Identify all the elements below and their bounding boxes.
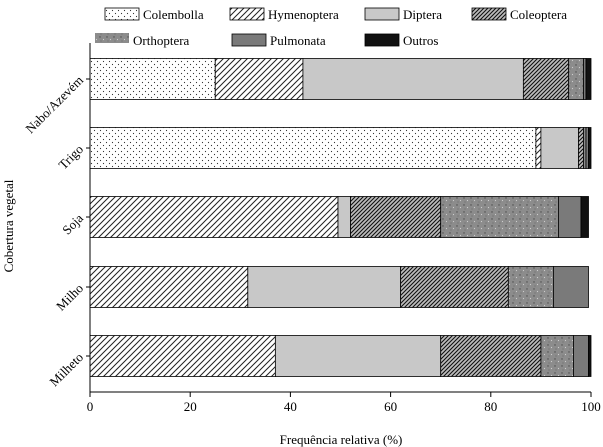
legend-swatch xyxy=(364,33,400,47)
bar-segment xyxy=(274,335,442,377)
bar-segment xyxy=(350,196,442,238)
bar-segment xyxy=(89,127,537,169)
legend-swatch xyxy=(364,7,400,21)
bar-segment xyxy=(440,196,559,238)
legend-label: Outros xyxy=(403,33,438,48)
bar-segment xyxy=(558,196,582,238)
x-tick-label: 100 xyxy=(581,399,601,414)
bar-segment xyxy=(540,127,579,169)
bar-segment xyxy=(588,127,592,169)
y-category-label: Trigo xyxy=(55,142,86,173)
plot-area xyxy=(89,58,592,377)
legend-swatch xyxy=(229,7,265,21)
y-category-labels: Nabo/Azevém Trigo Soja Milho Milheto xyxy=(22,73,90,390)
bar-segment xyxy=(440,335,542,377)
legend-label: Coleoptera xyxy=(510,7,567,22)
legend-swatch xyxy=(104,7,140,21)
bar-segment xyxy=(540,335,574,377)
bar-segment xyxy=(507,266,554,308)
bar-segment xyxy=(89,196,339,238)
legend-label: Hymenoptera xyxy=(268,7,339,22)
x-tick-label: 20 xyxy=(184,399,197,414)
bar-segment xyxy=(89,266,249,308)
bar-segment xyxy=(400,266,509,308)
x-tick-label: 80 xyxy=(484,399,497,414)
bar-segment xyxy=(214,58,304,100)
x-tick-label: 40 xyxy=(284,399,297,414)
y-category-label: Milho xyxy=(53,281,86,314)
legend-label: Colembolla xyxy=(143,7,204,22)
bar-segment xyxy=(568,58,584,100)
legend: Colembolla Hymenoptera Diptera Coleoptera Or… xyxy=(95,7,567,48)
bar-segment xyxy=(578,127,584,169)
legend-swatch xyxy=(95,33,129,43)
legend-swatch xyxy=(231,33,267,47)
bar-segment xyxy=(89,335,276,377)
bar-segment xyxy=(89,58,216,100)
legend-label: Diptera xyxy=(403,7,442,22)
bar-segment xyxy=(522,58,569,100)
x-axis: 0 20 40 60 80 100 xyxy=(87,43,601,414)
bar-segment xyxy=(553,266,589,308)
y-category-label: Nabo/Azevém xyxy=(22,73,86,137)
x-tick-label: 60 xyxy=(384,399,397,414)
bar-segment xyxy=(585,58,592,100)
bar-segment xyxy=(337,196,351,238)
bar-segment xyxy=(302,58,524,100)
bar-segment xyxy=(573,335,589,377)
bar-segment xyxy=(247,266,402,308)
y-axis-title: Cobertura vegetal xyxy=(1,179,16,272)
legend-swatch xyxy=(471,7,507,21)
x-axis-title: Frequência relativa (%) xyxy=(280,432,403,447)
bar-segment xyxy=(588,335,592,377)
x-tick-label: 0 xyxy=(87,399,94,414)
bar-segment xyxy=(535,127,542,169)
legend-label: Orthoptera xyxy=(133,33,190,48)
legend-label: Pulmonata xyxy=(270,33,326,48)
bar-segment xyxy=(580,196,589,238)
y-category-label: Milheto xyxy=(46,350,86,390)
y-category-label: Soja xyxy=(59,210,86,237)
